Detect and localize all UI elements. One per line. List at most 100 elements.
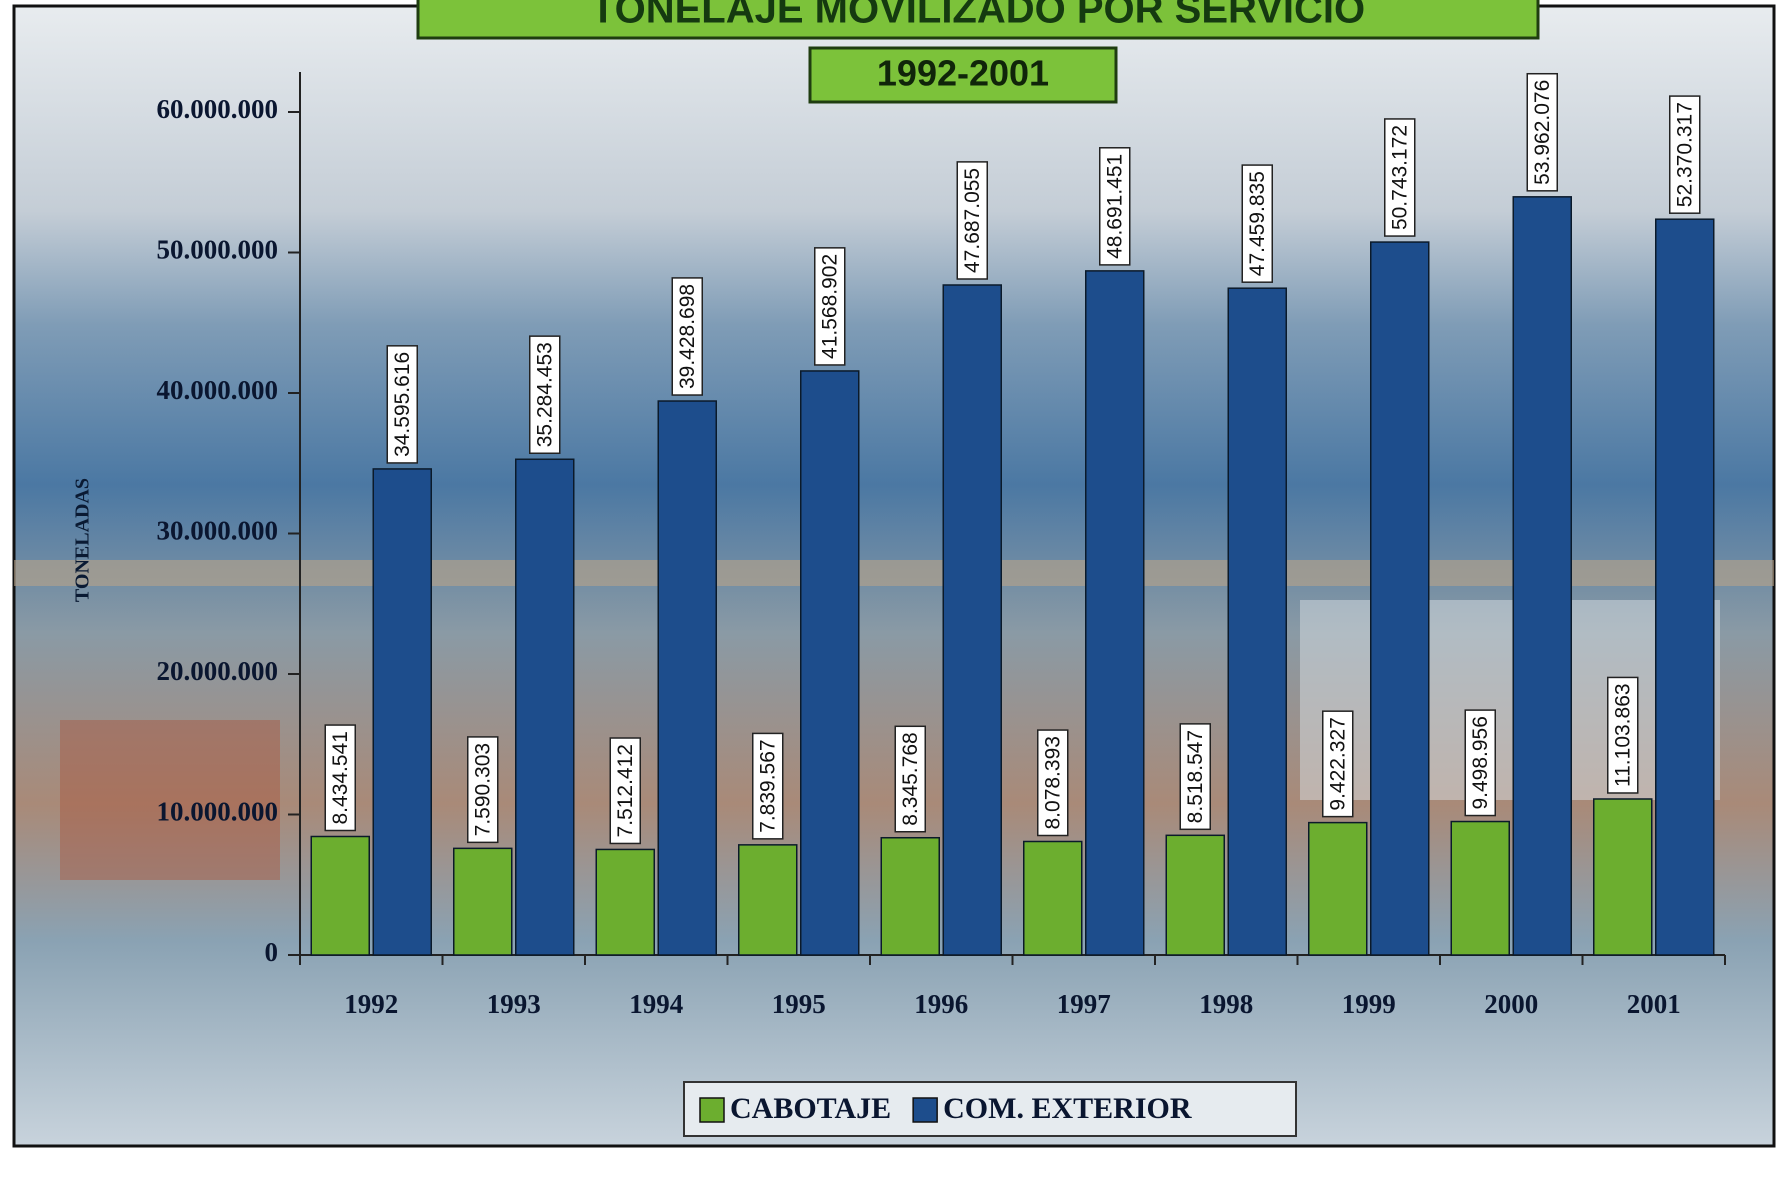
value-label-text: 35.284.453 — [533, 342, 556, 447]
value-label-box — [814, 247, 846, 366]
y-tick-label: 0 — [265, 937, 279, 967]
value-label-box — [956, 161, 988, 280]
legend-label: CABOTAJE — [730, 1092, 891, 1125]
bar — [942, 284, 1002, 956]
value-label: 34.595.616 — [386, 345, 418, 464]
legend-box — [683, 1081, 1297, 1137]
value-label-box — [1464, 709, 1496, 817]
value-label-box — [467, 736, 499, 844]
value-label-text: 41.568.902 — [818, 254, 841, 359]
bar — [595, 848, 655, 956]
y-tick-label: 20.000.000 — [157, 656, 279, 686]
value-label: 48.691.451 — [1099, 147, 1131, 266]
x-tick-label: 1997 — [1057, 989, 1111, 1019]
x-tick-label: 1999 — [1342, 989, 1396, 1019]
bar — [1085, 270, 1145, 956]
value-label-text: 47.459.835 — [1246, 171, 1269, 276]
value-label: 11.103.863 — [1607, 676, 1639, 794]
legend-swatch — [699, 1097, 725, 1123]
value-label: 8.345.768 — [894, 725, 926, 833]
value-label-box — [1099, 147, 1131, 266]
legend-swatch — [912, 1097, 938, 1123]
bar — [800, 370, 860, 956]
chart-subtitle: 1992-2001 — [877, 53, 1049, 94]
y-axis-label: TONELADAS — [72, 478, 94, 602]
value-label-text: 11.103.863 — [1611, 683, 1634, 787]
value-label: 8.518.547 — [1179, 723, 1211, 831]
value-label: 7.512.412 — [609, 737, 641, 845]
bar — [515, 458, 575, 956]
value-label-text: 52.370.317 — [1673, 102, 1696, 207]
x-tick-label: 1996 — [914, 989, 968, 1019]
value-label: 8.078.393 — [1037, 729, 1069, 837]
value-label-text: 47.687.055 — [961, 168, 984, 273]
bar — [880, 836, 940, 956]
value-label: 53.962.076 — [1526, 72, 1558, 192]
x-tick-label: 1992 — [344, 989, 398, 1019]
y-tick-label: 60.000.000 — [157, 94, 279, 124]
x-tick-label: 1993 — [487, 989, 541, 1019]
value-label-text: 7.839.567 — [756, 739, 779, 832]
x-tick-label: 2000 — [1484, 989, 1538, 1019]
bar — [657, 400, 717, 956]
pier — [14, 560, 1774, 586]
value-label: 52.370.317 — [1669, 95, 1701, 214]
value-label-box — [1179, 723, 1211, 831]
bar — [1655, 218, 1715, 956]
value-label-text: 9.422.327 — [1326, 717, 1349, 810]
value-label: 8.434.541 — [324, 724, 356, 832]
value-label-text: 53.962.076 — [1531, 80, 1554, 185]
value-label-text: 8.345.768 — [899, 732, 922, 825]
value-label: 50.743.172 — [1384, 118, 1416, 237]
value-label-box — [386, 345, 418, 464]
bar — [1165, 834, 1225, 956]
value-label-box — [1607, 676, 1639, 794]
subtitle-box — [808, 46, 1118, 104]
value-label-box — [1322, 710, 1354, 818]
value-label: 41.568.902 — [814, 247, 846, 366]
value-label: 47.459.835 — [1241, 164, 1273, 283]
value-label-box — [1037, 729, 1069, 837]
value-label-box — [1669, 95, 1701, 214]
value-label: 7.839.567 — [752, 732, 784, 840]
bar — [1370, 241, 1430, 956]
x-tick-label: 1998 — [1199, 989, 1253, 1019]
value-label-text: 8.434.541 — [329, 731, 352, 824]
bar — [1308, 821, 1368, 956]
value-label-box — [1241, 164, 1273, 283]
bar — [1593, 798, 1653, 956]
value-label: 47.687.055 — [956, 161, 988, 280]
legend: CABOTAJE COM. EXTERIOR — [683, 1081, 1297, 1137]
value-label-box — [752, 732, 784, 840]
x-tick-label: 1994 — [629, 989, 683, 1019]
title-box — [416, 0, 1540, 40]
y-tick-label: 30.000.000 — [157, 516, 279, 546]
x-tick-label: 2001 — [1627, 989, 1681, 1019]
value-label-box — [894, 725, 926, 833]
value-label-text: 48.691.451 — [1103, 154, 1126, 259]
y-tick-label: 40.000.000 — [157, 375, 279, 405]
y-tick-label: 10.000.000 — [157, 797, 279, 827]
value-label-text: 50.743.172 — [1388, 125, 1411, 230]
bar — [1450, 820, 1510, 956]
value-label-box — [1526, 72, 1558, 192]
chart-title: TONELAJE MOVILIZADO POR SERVICIO — [591, 0, 1365, 32]
value-label-text: 8.518.547 — [1184, 730, 1207, 823]
value-label-box — [324, 724, 356, 832]
value-label-text: 7.590.303 — [471, 743, 494, 836]
bar — [1227, 287, 1287, 956]
y-tick-label: 50.000.000 — [157, 235, 279, 265]
value-label: 39.428.698 — [671, 277, 703, 396]
legend-label: COM. EXTERIOR — [943, 1092, 1192, 1125]
value-label-box — [1384, 118, 1416, 237]
bar — [1023, 840, 1083, 956]
value-label-text: 34.595.616 — [391, 352, 414, 457]
value-label-text: 9.498.956 — [1469, 716, 1492, 809]
bar — [310, 835, 370, 956]
containers — [60, 720, 280, 880]
bar — [1512, 196, 1572, 956]
bar — [453, 847, 513, 956]
bar — [372, 468, 432, 956]
value-label-text: 8.078.393 — [1041, 736, 1064, 829]
